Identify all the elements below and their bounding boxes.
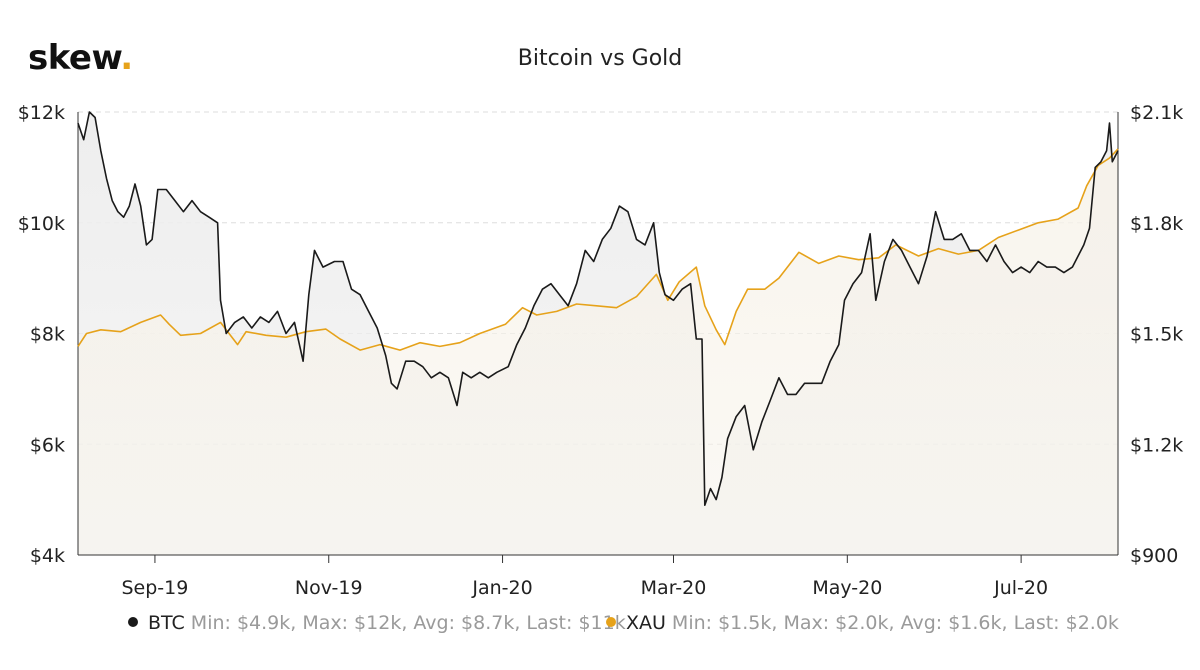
y-right-tick-label: $2.1k (1130, 102, 1183, 124)
tick-labels: $4k $6k $8k $10k $12k $900 $1.2k $1.5k $1.8k $2.1… (18, 102, 1184, 599)
legend-stats-btc: Min: $4.9k, Max: $12k, Avg: $8.7k, Last:… (190, 612, 626, 634)
y-left-tick-label: $6k (30, 434, 65, 456)
x-tick-label: Jul-20 (993, 577, 1048, 599)
logo-dot: . (120, 38, 133, 78)
logo-text: skew (28, 38, 121, 78)
y-right-tick-label: $900 (1130, 545, 1178, 567)
legend-item-xau[interactable]: XAU Min: $1.5k, Max: $2.0k, Avg: $1.6k, L… (606, 612, 1119, 634)
x-tick-label: Mar-20 (641, 577, 707, 599)
btc-line (77, 111, 1119, 506)
legend-stats-xau: Min: $1.5k, Max: $2.0k, Avg: $1.6k, Last… (671, 612, 1119, 634)
x-tick-label: Nov-19 (295, 577, 363, 599)
x-tick-label: May-20 (812, 577, 882, 599)
legend-item-btc[interactable]: BTC Min: $4.9k, Max: $12k, Avg: $8.7k, La… (128, 612, 626, 634)
area-fills (78, 112, 1118, 555)
chart-title: Bitcoin vs Gold (517, 46, 683, 71)
x-tick-label: Sep-19 (122, 577, 189, 599)
skew-logo: skew. (28, 38, 133, 78)
legend: BTC Min: $4.9k, Max: $12k, Avg: $8.7k, La… (0, 612, 1200, 636)
legend-dot-xau (606, 617, 616, 627)
legend-dot-btc (128, 617, 138, 627)
series-lines (77, 111, 1119, 506)
legend-name-btc: BTC (148, 612, 185, 634)
y-left-tick-label: $12k (18, 102, 65, 124)
y-right-tick-label: $1.8k (1130, 213, 1183, 235)
y-right-tick-label: $1.5k (1130, 324, 1183, 346)
xau-line (77, 148, 1119, 351)
y-left-tick-label: $10k (18, 213, 65, 235)
xau-area (78, 148, 1118, 555)
x-tick-label: Jan-20 (471, 577, 532, 599)
y-left-tick-label: $4k (30, 545, 65, 567)
legend-name-xau: XAU (626, 612, 666, 634)
y-left-tick-label: $8k (30, 324, 65, 346)
axes (77, 112, 1119, 563)
y-right-tick-label: $1.2k (1130, 434, 1183, 456)
